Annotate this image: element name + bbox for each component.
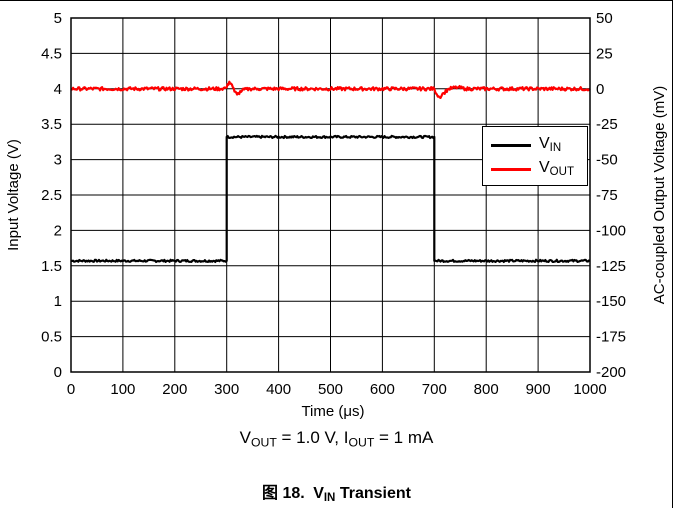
x-axis-label: Time (μs) [301,403,364,420]
x-tick-label: 300 [214,381,239,398]
x-tick-label: 1000 [573,381,606,398]
y-right-tick-label: 50 [596,10,613,27]
plot-border [70,17,591,373]
legend-label-vout: VOUT [539,159,574,179]
y-right-tick-label: -50 [596,152,618,169]
x-tick-label: 600 [370,381,395,398]
y-right-tick-label: -125 [596,258,626,275]
series-line-vout [70,80,591,99]
y-left-tick-label: 4.5 [41,45,62,62]
y-right-axis-label: AC-coupled Output Voltage (mV) [651,86,668,304]
data-series [70,80,591,263]
y-right-tick-labels: -200 -175 -150 -125 -100 -75 -50 -25 0 25 50 [596,10,626,381]
y-left-tick-label: 1 [54,293,62,310]
x-tick-label: 800 [474,381,499,398]
y-left-tick-labels: 0 0.5 1 1.5 2 2.5 3 3.5 4 4.5 5 [41,10,62,381]
legend-swatch-vin [491,144,531,147]
y-right-tick-label: 0 [596,81,604,98]
figure-caption: 图 18. VIN Transient [262,485,411,505]
y-left-tick-label: 0.5 [41,329,62,346]
y-right-tick-label: -25 [596,116,618,133]
x-tick-label: 100 [110,381,135,398]
y-left-tick-label: 3.5 [41,116,62,133]
y-left-tick-label: 3 [54,152,62,169]
y-right-tick-label: -100 [596,222,626,239]
x-tick-label: 400 [266,381,291,398]
x-tick-labels: 0 100 200 300 400 500 600 700 800 900 1000 [67,381,607,398]
legend-item-vin: VIN [491,133,587,157]
series-line-vin [70,134,591,263]
legend: VIN VOUT [482,126,588,186]
grid-lines [70,17,591,373]
x-tick-label: 900 [526,381,551,398]
y-right-tick-label: 25 [596,45,613,62]
x-tick-label: 700 [422,381,447,398]
y-right-tick-label: -150 [596,293,626,310]
y-left-tick-label: 5 [54,10,62,27]
y-left-tick-label: 1.5 [41,258,62,275]
y-left-axis-label: Input Voltage (V) [5,139,22,251]
y-left-tick-label: 0 [54,364,62,381]
y-left-tick-label: 2 [54,222,62,239]
legend-label-vin: VIN [539,135,562,155]
x-tick-label: 200 [162,381,187,398]
y-right-tick-label: -200 [596,364,626,381]
legend-item-vout: VOUT [491,157,587,181]
y-right-tick-label: -75 [596,187,618,204]
legend-swatch-vout [491,168,531,171]
frame-top-border [0,0,673,1]
y-left-tick-label: 4 [54,81,62,98]
y-right-tick-label: -175 [596,329,626,346]
x-tick-label: 500 [318,381,343,398]
test-condition: VOUT = 1.0 V, IOUT = 1 mA [239,428,434,450]
y-left-tick-label: 2.5 [41,187,62,204]
x-tick-label: 0 [67,381,75,398]
